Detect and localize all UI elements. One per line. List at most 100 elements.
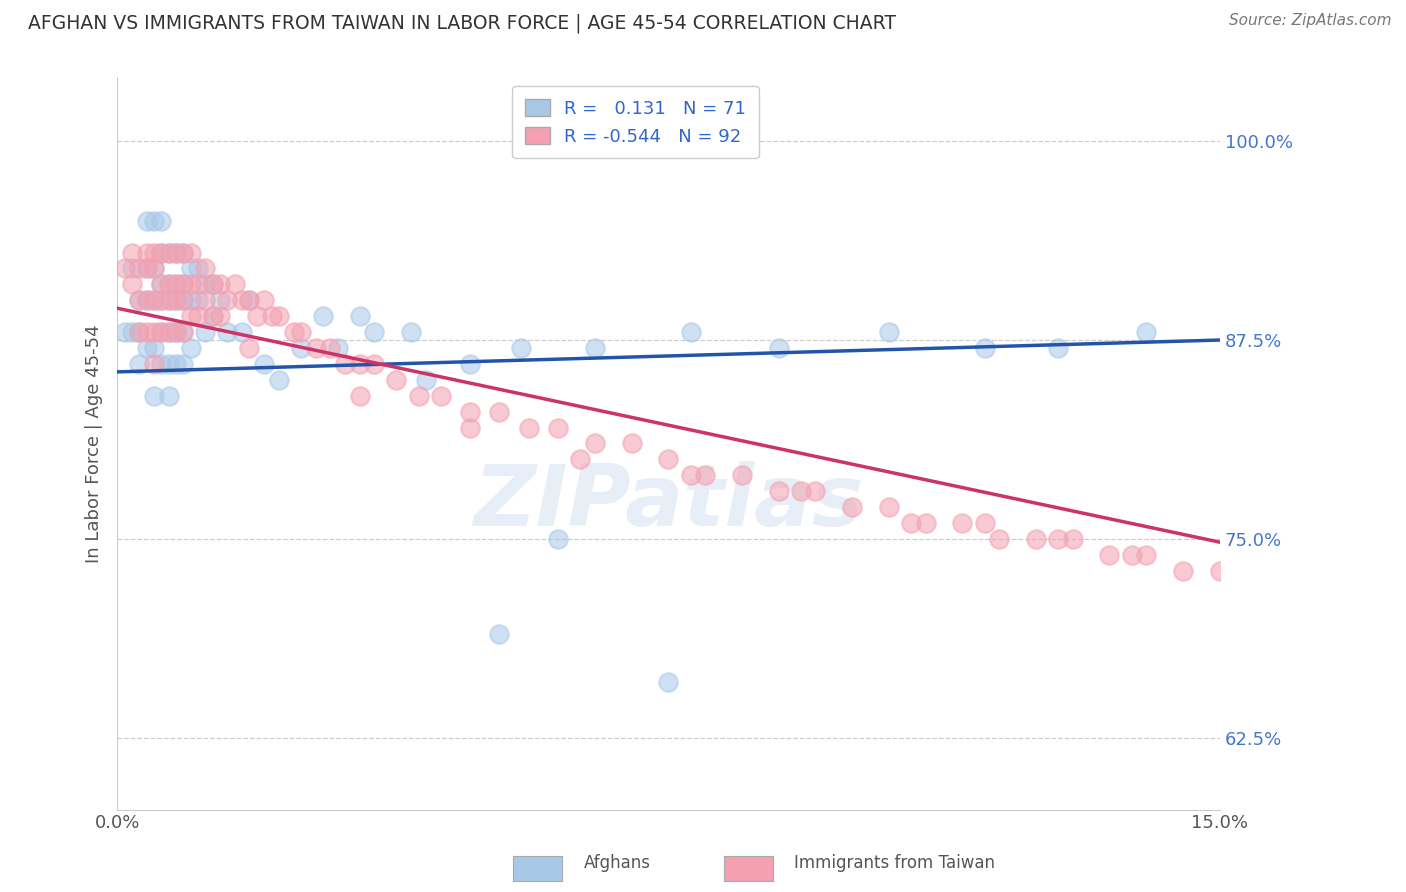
Point	[150, 293, 173, 308]
Point	[172, 277, 194, 292]
Point	[1135, 548, 1157, 562]
Point	[238, 293, 260, 308]
Point	[290, 325, 312, 339]
Point	[187, 277, 209, 292]
Point	[1046, 532, 1069, 546]
Point	[841, 500, 863, 515]
Point	[180, 277, 202, 292]
Point	[135, 325, 157, 339]
Point	[135, 293, 157, 308]
Point	[363, 357, 385, 371]
Point	[914, 516, 936, 530]
Point	[1098, 548, 1121, 562]
Point	[165, 293, 187, 308]
Point	[157, 245, 180, 260]
Point	[172, 245, 194, 260]
Point	[1209, 564, 1232, 578]
Point	[620, 436, 643, 450]
Point	[657, 452, 679, 467]
Point	[283, 325, 305, 339]
Point	[333, 357, 356, 371]
Point	[1046, 341, 1069, 355]
Point	[150, 357, 173, 371]
Point	[695, 468, 717, 483]
Point	[142, 293, 165, 308]
Point	[349, 309, 371, 323]
Point	[121, 277, 143, 292]
Text: AFGHAN VS IMMIGRANTS FROM TAIWAN IN LABOR FORCE | AGE 45-54 CORRELATION CHART: AFGHAN VS IMMIGRANTS FROM TAIWAN IN LABO…	[28, 13, 896, 33]
Point	[267, 373, 290, 387]
Point	[1171, 564, 1194, 578]
Point	[121, 245, 143, 260]
Point	[415, 373, 437, 387]
Point	[180, 309, 202, 323]
Point	[363, 325, 385, 339]
Point	[157, 277, 180, 292]
Point	[201, 309, 224, 323]
Point	[201, 309, 224, 323]
Point	[165, 277, 187, 292]
Point	[121, 261, 143, 276]
Point	[458, 357, 481, 371]
Point	[973, 516, 995, 530]
Point	[142, 213, 165, 227]
Point	[187, 293, 209, 308]
Point	[150, 293, 173, 308]
Point	[877, 500, 900, 515]
Point	[458, 405, 481, 419]
Point	[267, 309, 290, 323]
Point	[260, 309, 283, 323]
Point	[679, 325, 702, 339]
Point	[510, 341, 533, 355]
Point	[157, 293, 180, 308]
Point	[304, 341, 326, 355]
Point	[165, 325, 187, 339]
Point	[657, 675, 679, 690]
Point	[194, 277, 217, 292]
Point	[246, 309, 269, 323]
Point	[187, 309, 209, 323]
Point	[326, 341, 349, 355]
Point	[209, 309, 232, 323]
Point	[172, 293, 194, 308]
Point	[209, 293, 232, 308]
Point	[180, 341, 202, 355]
Point	[319, 341, 342, 355]
Point	[217, 325, 239, 339]
Point	[150, 277, 173, 292]
Point	[172, 357, 194, 371]
Point	[142, 325, 165, 339]
Point	[988, 532, 1011, 546]
Point	[1121, 548, 1143, 562]
Point	[790, 484, 813, 499]
Point	[172, 245, 194, 260]
Point	[349, 357, 371, 371]
Point	[224, 277, 246, 292]
Point	[1025, 532, 1047, 546]
Point	[180, 261, 202, 276]
Point	[583, 341, 606, 355]
Point	[547, 420, 569, 434]
Point	[135, 341, 157, 355]
Point	[150, 245, 173, 260]
Point	[172, 277, 194, 292]
Point	[679, 468, 702, 483]
Point	[399, 325, 422, 339]
Point	[201, 277, 224, 292]
Point	[157, 325, 180, 339]
Point	[157, 325, 180, 339]
Point	[488, 627, 510, 641]
Point	[135, 261, 157, 276]
Text: Afghans: Afghans	[583, 855, 651, 872]
Point	[1135, 325, 1157, 339]
Point	[488, 405, 510, 419]
Point	[194, 261, 217, 276]
Point	[157, 293, 180, 308]
Point	[142, 293, 165, 308]
Point	[150, 325, 173, 339]
Point	[201, 277, 224, 292]
Text: Immigrants from Taiwan: Immigrants from Taiwan	[794, 855, 995, 872]
Point	[135, 245, 157, 260]
Point	[253, 293, 276, 308]
Point	[172, 293, 194, 308]
